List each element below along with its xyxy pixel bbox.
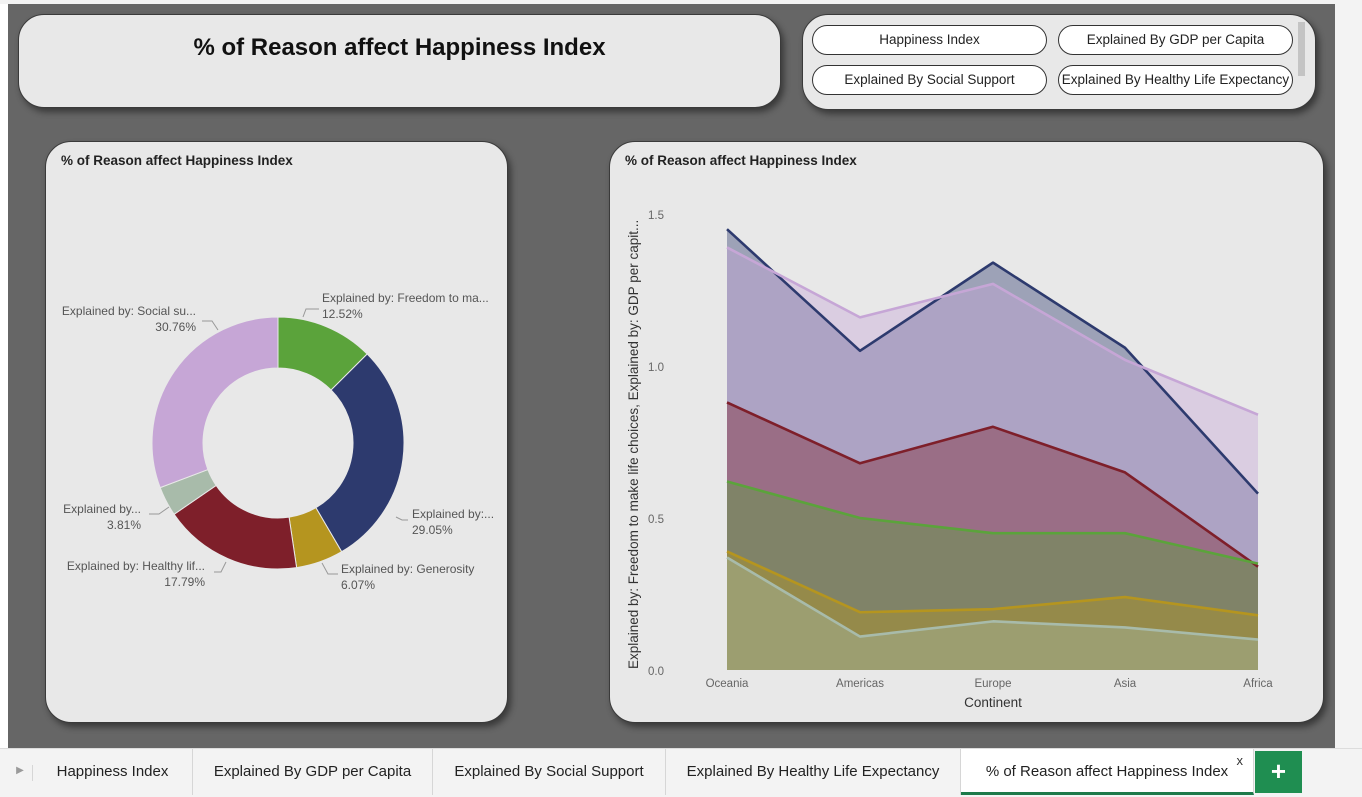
x-tick-label: Africa — [1243, 678, 1273, 690]
area-line-series-3[interactable] — [726, 401, 1259, 568]
title-card: % of Reason affect Happiness Index — [18, 14, 781, 108]
donut-label-social-support-name: Explained by: Social su... — [62, 304, 196, 318]
add-tab-button[interactable]: + — [1255, 751, 1302, 793]
tab-gdp-per-capita[interactable]: Explained By GDP per Capita — [193, 749, 433, 795]
donut-label-other-pct: 3.81% — [107, 518, 141, 532]
area-line-series-4[interactable] — [726, 480, 1259, 565]
nav-button-gdp-per-capita[interactable]: Explained By GDP per Capita — [1058, 25, 1293, 55]
donut-chart-title: % of Reason affect Happiness Index — [61, 153, 293, 168]
donut-label-social-support-pct: 30.76% — [155, 320, 196, 334]
donut-label-leader-lines — [149, 308, 408, 575]
area-line-series-2[interactable] — [726, 246, 1259, 416]
area-fill-series-5 — [727, 551, 1258, 670]
donut-label-healthy-life-pct: 17.79% — [164, 575, 205, 589]
top-strip — [0, 0, 1362, 4]
tab-reason-happiness-index[interactable]: % of Reason affect Happiness Index x — [961, 749, 1254, 795]
donut-label-freedom-name: Explained by: Freedom to ma... — [322, 291, 489, 305]
area-chart-card: % of Reason affect Happiness Index 0.0 0… — [609, 141, 1324, 723]
y-axis-label: Explained by: Freedom to make life choic… — [626, 220, 641, 669]
nav-scrollbar[interactable] — [1298, 22, 1305, 76]
area-fill-series-2 — [727, 247, 1258, 670]
page-title: % of Reason affect Happiness Index — [193, 34, 606, 61]
area-fill-series-4 — [727, 481, 1258, 670]
x-axis-label: Continent — [964, 695, 1022, 710]
donut-chart-card: % of Reason affect Happiness Index Expla… — [45, 141, 508, 723]
area-chart: 0.0 0.5 1.0 1.5 Oceania Americas Europe Asi… — [626, 210, 1273, 710]
y-tick-label: 1.5 — [648, 210, 664, 222]
donut-label-other-name: Explained by... — [63, 502, 141, 516]
right-scroll-area[interactable] — [1335, 4, 1362, 748]
tab-healthy-life-expectancy[interactable]: Explained By Healthy Life Expectancy — [666, 749, 961, 795]
area-fill-series-1 — [727, 229, 1258, 670]
donut-label-generosity-pct: 6.07% — [341, 578, 375, 592]
donut-label-generosity-name: Explained by: Generosity — [341, 562, 474, 576]
tab-happiness-index[interactable]: Happiness Index — [33, 749, 193, 795]
tab-label: Explained By Healthy Life Expectancy — [686, 763, 940, 780]
x-tick-label: Americas — [836, 678, 884, 690]
donut-label-freedom-pct: 12.52% — [322, 307, 363, 321]
tab-close-icon[interactable]: x — [1236, 753, 1244, 768]
tab-label: Explained By GDP per Capita — [213, 763, 412, 780]
area-fill-series-6 — [727, 557, 1258, 670]
donut-chart: Explained by: Freedom to ma... 12.52% Ex… — [62, 291, 494, 592]
donut-slice-gdp[interactable] — [315, 353, 405, 553]
tab-social-support[interactable]: Explained By Social Support — [433, 749, 666, 795]
area-chart-title: % of Reason affect Happiness Index — [625, 153, 857, 168]
x-tick-label: Europe — [974, 678, 1011, 690]
tab-label: % of Reason affect Happiness Index — [985, 763, 1229, 780]
x-tick-label: Asia — [1114, 678, 1137, 690]
donut-label-healthy-life-name: Explained by: Healthy lif... — [67, 559, 205, 573]
nav-button-healthy-life-expectancy[interactable]: Explained By Healthy Life Expectancy — [1058, 65, 1293, 95]
donut-label-gdp-name: Explained by:... — [412, 507, 494, 521]
nav-button-social-support[interactable]: Explained By Social Support — [812, 65, 1047, 95]
tab-label: Happiness Index — [56, 763, 169, 780]
donut-label-gdp-pct: 29.05% — [412, 523, 453, 537]
tab-label: Explained By Social Support — [454, 763, 644, 780]
y-tick-label: 0.0 — [648, 666, 664, 678]
y-tick-label: 1.0 — [648, 362, 664, 374]
area-line-series-5[interactable] — [726, 550, 1259, 617]
donut-slice-social-support[interactable] — [151, 316, 279, 489]
x-tick-label: Oceania — [706, 678, 749, 690]
y-tick-label: 0.5 — [648, 514, 664, 526]
tab-scroll-arrow-icon[interactable]: ▶ — [8, 765, 33, 781]
area-fill-series-3 — [727, 402, 1258, 670]
area-line-series-6[interactable] — [726, 556, 1259, 641]
area-line-series-1[interactable] — [726, 228, 1259, 495]
nav-button-happiness-index[interactable]: Happiness Index — [812, 25, 1047, 55]
navigation-card: Happiness Index Explained By GDP per Cap… — [802, 14, 1316, 110]
page-tab-bar: ▶ Happiness Index Explained By GDP per C… — [0, 748, 1362, 797]
